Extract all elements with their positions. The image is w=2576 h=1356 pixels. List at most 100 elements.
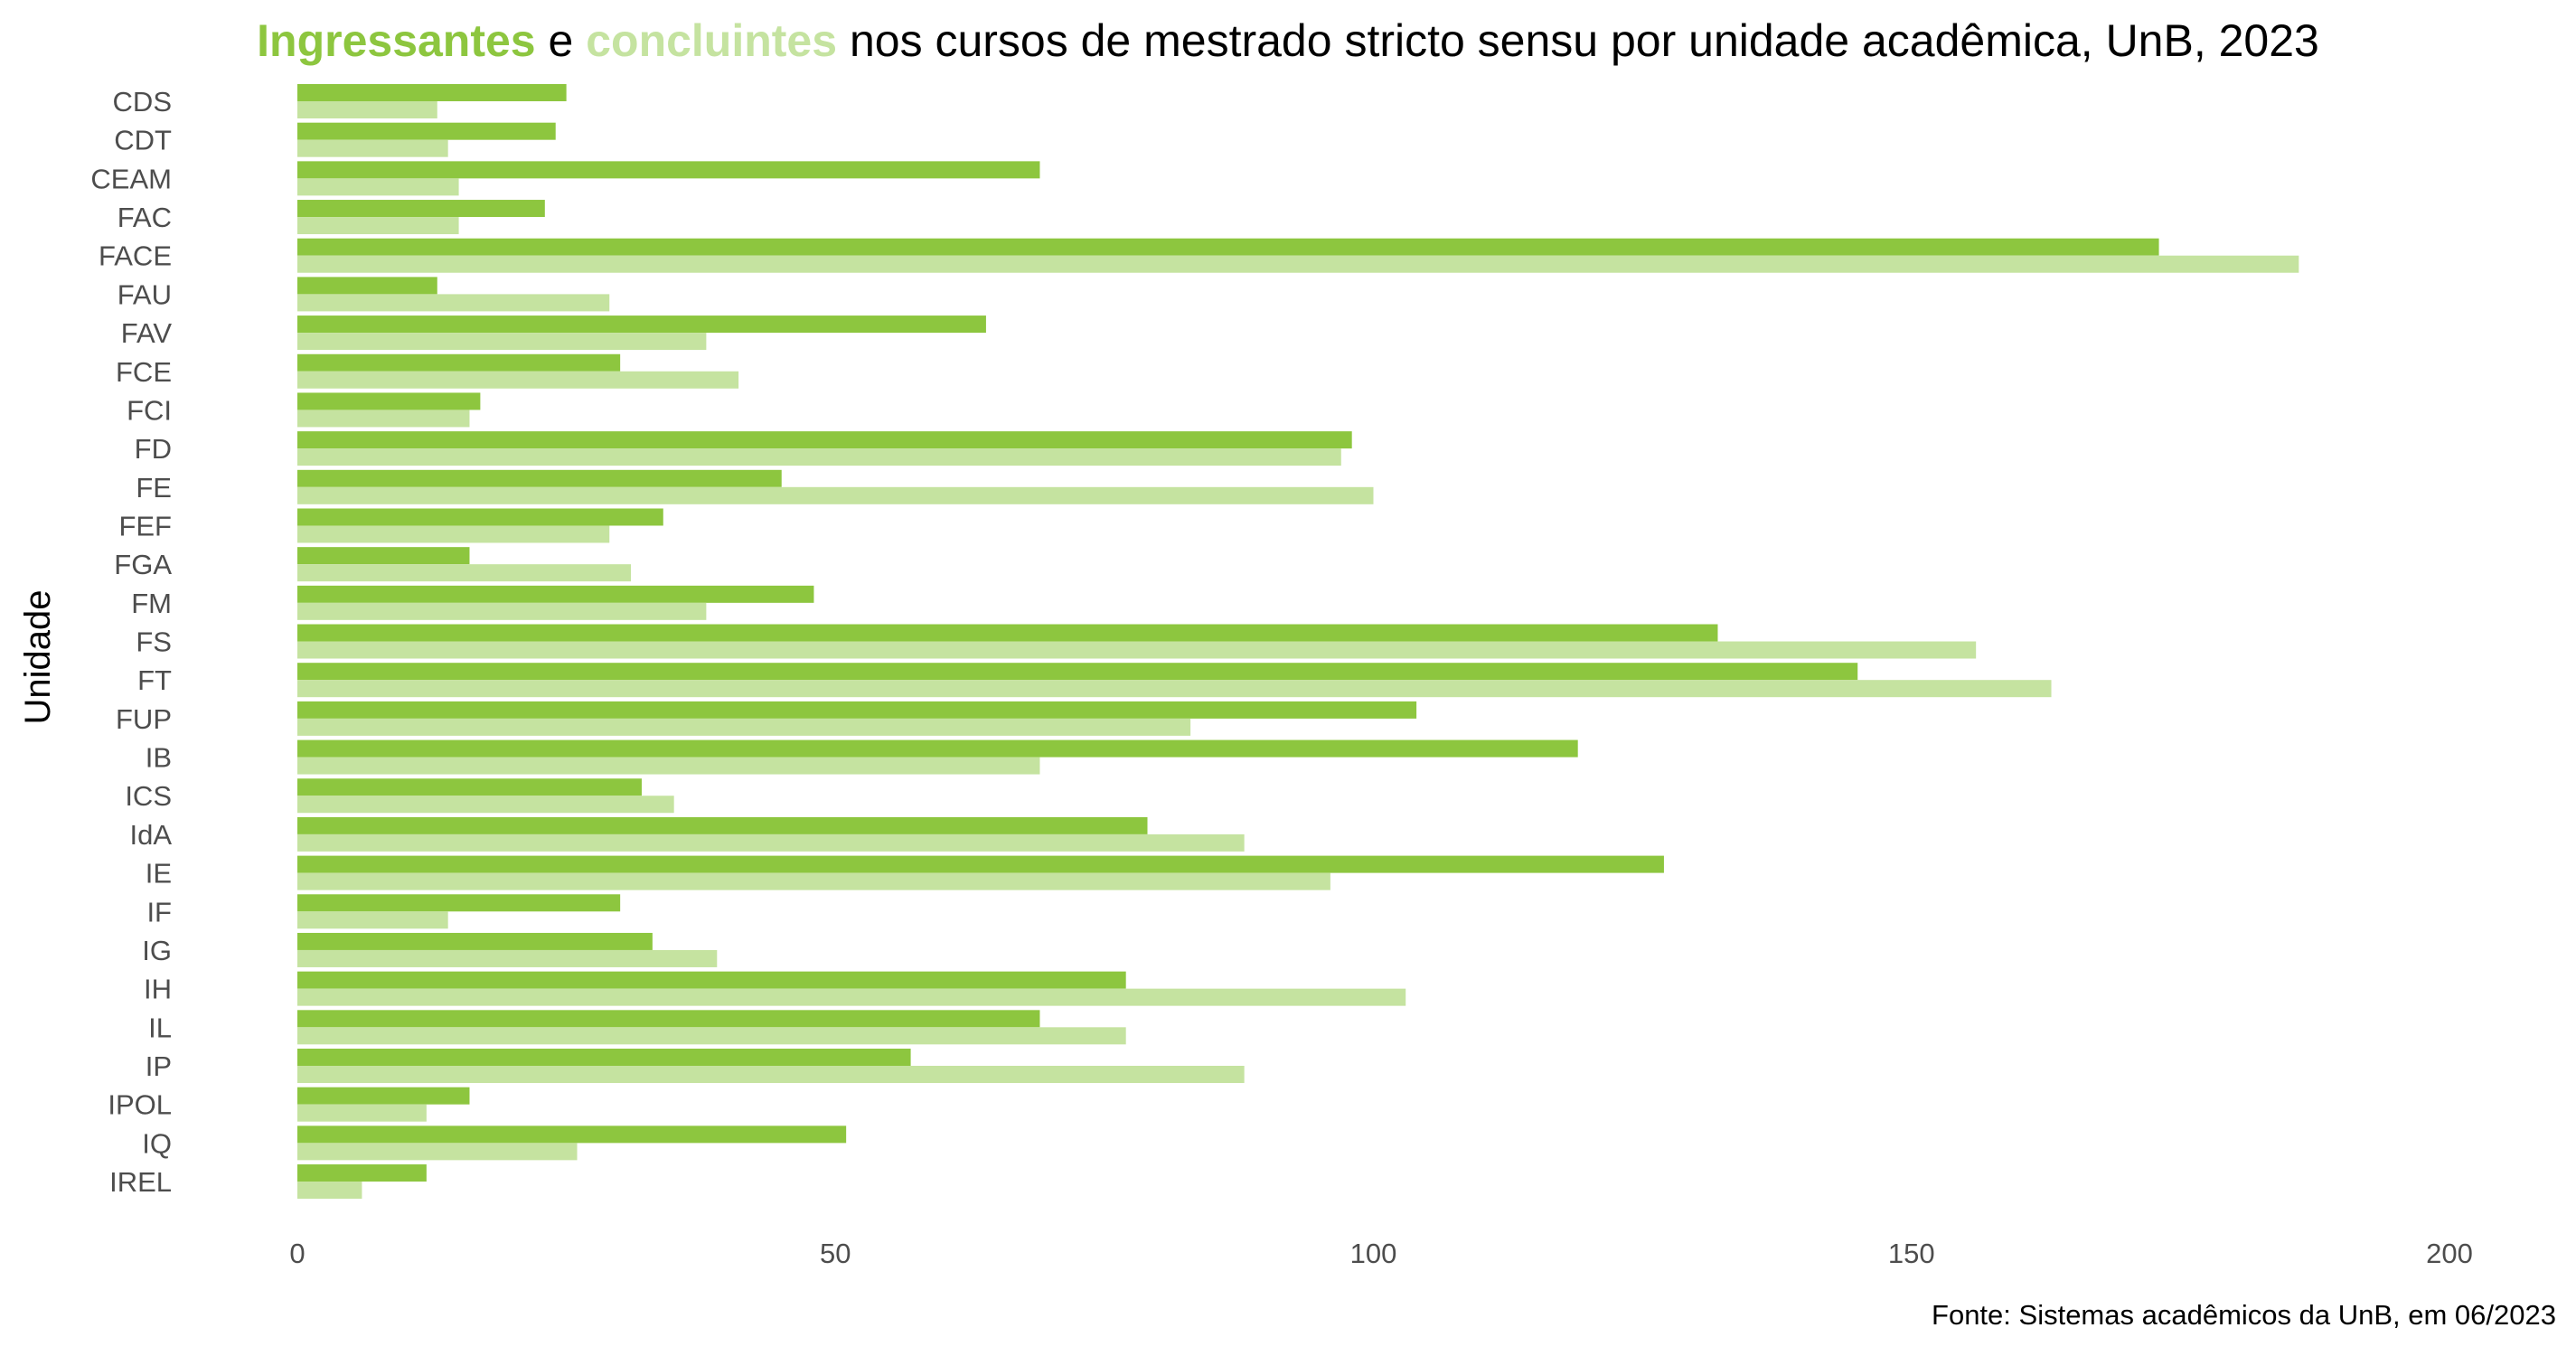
bar-concluintes-fci <box>297 410 470 428</box>
bar-concluintes-ft <box>297 680 2052 698</box>
bar-concluintes-fm <box>297 602 707 620</box>
bar-ingressantes-fci <box>297 392 481 410</box>
bar-concluintes-ih <box>297 988 1406 1006</box>
y-tick-face: FACE <box>99 240 172 272</box>
y-tick-ig: IG <box>142 935 172 966</box>
bar-ingressantes-fm <box>297 585 814 603</box>
bar-ingressantes-fd <box>297 431 1352 449</box>
bar-ingressantes-ib <box>297 739 1578 758</box>
y-tick-irel: IREL <box>109 1166 172 1198</box>
bar-concluintes-ip <box>297 1066 1245 1083</box>
y-tick-ida: IdA <box>129 819 172 851</box>
y-axis-title: Unidade <box>18 589 58 724</box>
bar-ingressantes-fce <box>297 353 621 372</box>
bar-concluintes-fau <box>297 294 610 312</box>
bar-ingressantes-ipol <box>297 1087 470 1105</box>
bar-ingressantes-ig <box>297 932 653 950</box>
y-tick-fce: FCE <box>116 356 172 388</box>
y-tick-fup: FUP <box>116 703 172 735</box>
bar-concluintes-cdt <box>297 139 448 157</box>
y-tick-ih: IH <box>144 974 172 1005</box>
y-tick-iq: IQ <box>142 1127 172 1159</box>
y-tick-fm: FM <box>131 588 172 619</box>
bar-ingressantes-irel <box>297 1164 427 1182</box>
bar-ingressantes-if <box>297 894 621 912</box>
bar-ingressantes-fs <box>297 624 1718 642</box>
x-tick-50: 50 <box>820 1238 851 1269</box>
y-tick-cds: CDS <box>113 86 172 118</box>
y-tick-fau: FAU <box>118 278 172 310</box>
bar-ingressantes-fav <box>297 315 986 334</box>
y-tick-fac: FAC <box>118 202 172 233</box>
bar-concluintes-ida <box>297 833 1245 852</box>
bar-concluintes-fup <box>297 718 1191 736</box>
bar-ingressantes-iq <box>297 1125 847 1144</box>
bar-concluintes-fce <box>297 371 739 389</box>
bar-concluintes-ib <box>297 757 1040 775</box>
title-rest: nos cursos de mestrado stricto sensu por… <box>837 15 2319 66</box>
y-tick-fd: FD <box>135 433 172 465</box>
bar-concluintes-fac <box>297 217 459 235</box>
y-tick-ceam: CEAM <box>90 163 172 194</box>
y-tick-fe: FE <box>136 472 172 504</box>
bar-ingressantes-ip <box>297 1049 911 1066</box>
title-conjunction: e <box>536 15 587 66</box>
x-tick-labels: 0 50 100 150 200 <box>289 1238 2472 1269</box>
bar-ingressantes-il <box>297 1010 1040 1028</box>
bar-concluintes-fe <box>297 486 1374 504</box>
y-tick-il: IL <box>148 1012 172 1043</box>
bar-concluintes-fs <box>297 641 1977 659</box>
bar-concluintes-ipol <box>297 1104 427 1122</box>
bar-concluintes-fef <box>297 525 610 543</box>
bar-concluintes-ceam <box>297 178 459 196</box>
title-concluintes: concluintes <box>586 15 837 66</box>
bar-concluintes-fav <box>297 333 707 351</box>
y-tick-ib: IB <box>146 742 172 774</box>
bar-concluintes-ie <box>297 872 1330 890</box>
bars-group <box>297 84 2299 1200</box>
bar-ingressantes-face <box>297 238 2159 256</box>
bar-ingressantes-ics <box>297 778 642 796</box>
y-tick-cdt: CDT <box>114 125 172 156</box>
bar-concluintes-il <box>297 1027 1126 1045</box>
bar-concluintes-cds <box>297 101 437 118</box>
bar-ingressantes-ceam <box>297 161 1040 179</box>
bar-ingressantes-cdt <box>297 122 556 140</box>
x-tick-150: 150 <box>1888 1238 1935 1269</box>
bar-ingressantes-ih <box>297 971 1126 989</box>
y-tick-ipol: IPOL <box>108 1089 172 1121</box>
y-tick-labels: CDS CDT CEAM FAC FACE FAU FAV FCE FCI FD FE FEF FGA F… <box>90 86 172 1198</box>
y-tick-ft: FT <box>137 664 172 696</box>
x-tick-0: 0 <box>289 1238 305 1269</box>
bar-concluintes-irel <box>297 1182 362 1200</box>
bar-ingressantes-fga <box>297 547 470 565</box>
bar-concluintes-ig <box>297 949 718 967</box>
source-caption: Fonte: Sistemas acadêmicos da UnB, em 06… <box>1932 1299 2556 1331</box>
y-tick-ip: IP <box>146 1050 172 1082</box>
y-tick-ics: ICS <box>125 780 172 812</box>
bar-ingressantes-fup <box>297 701 1417 719</box>
x-tick-100: 100 <box>1350 1238 1397 1269</box>
y-tick-fga: FGA <box>114 549 172 580</box>
bar-concluintes-ics <box>297 796 674 814</box>
bar-concluintes-if <box>297 911 448 929</box>
bar-concluintes-iq <box>297 1143 578 1161</box>
bar-ingressantes-fac <box>297 200 545 218</box>
y-tick-fav: FAV <box>121 317 173 349</box>
x-tick-200: 200 <box>2426 1238 2473 1269</box>
bar-ingressantes-fau <box>297 277 437 295</box>
y-tick-fci: FCI <box>127 394 172 426</box>
bar-ingressantes-fef <box>297 508 663 526</box>
bar-ingressantes-ie <box>297 855 1664 873</box>
y-tick-fs: FS <box>136 626 172 658</box>
y-tick-if: IF <box>146 896 172 928</box>
bar-concluintes-fd <box>297 448 1341 466</box>
bar-ingressantes-cds <box>297 84 567 101</box>
bar-ingressantes-fe <box>297 469 782 487</box>
chart-title: Ingressantes e concluintes nos cursos de… <box>257 15 2319 66</box>
y-tick-fef: FEF <box>118 510 172 541</box>
bar-concluintes-face <box>297 255 2299 273</box>
title-ingressantes: Ingressantes <box>257 15 535 66</box>
bar-ingressantes-ida <box>297 816 1148 834</box>
